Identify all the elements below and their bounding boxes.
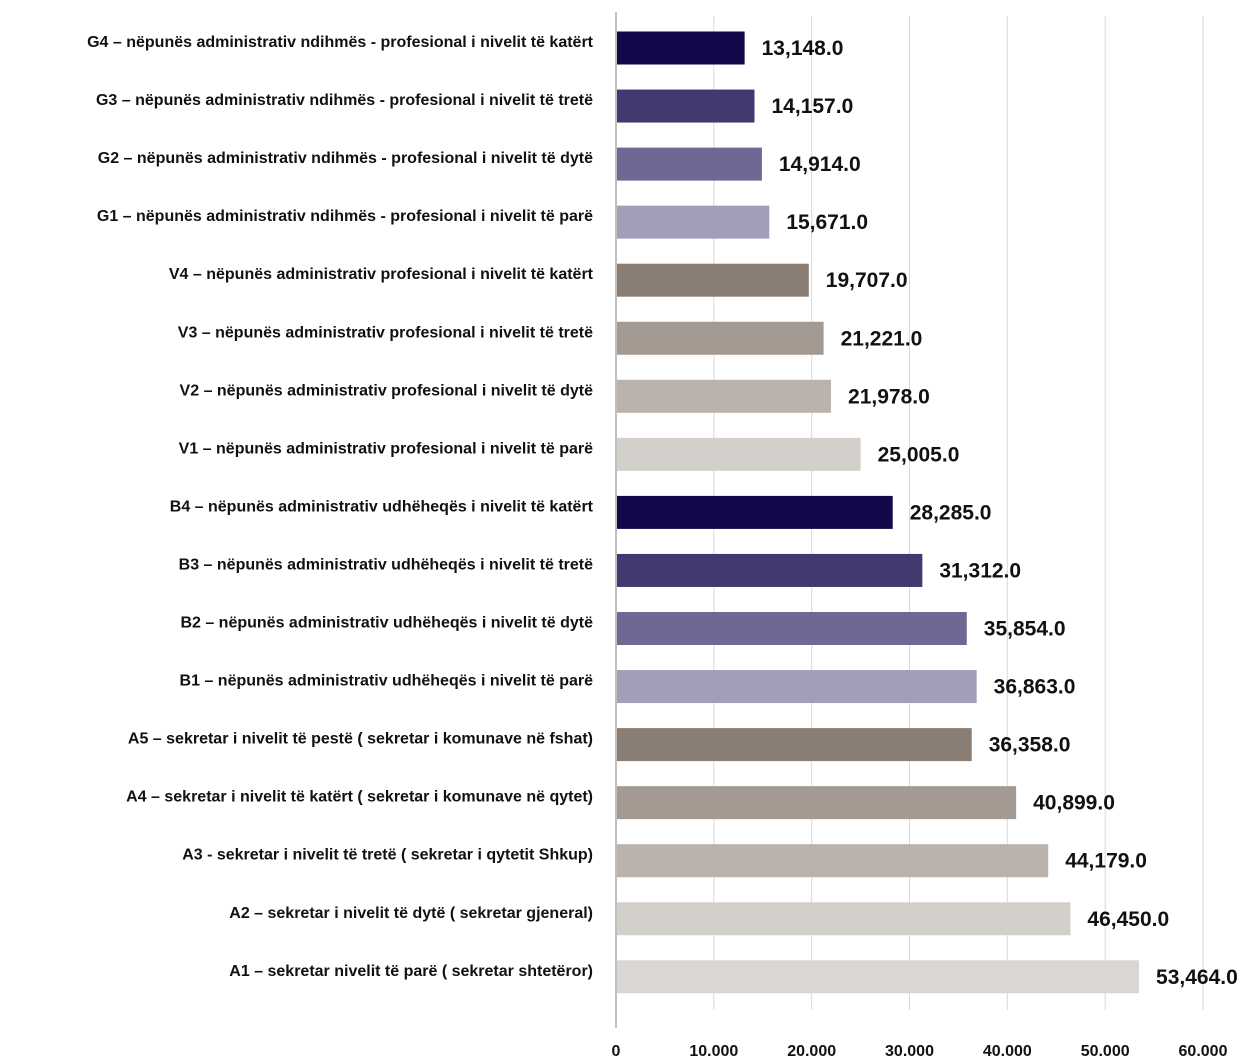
bar <box>616 670 977 704</box>
data-label: 35,854.0 <box>984 618 1066 641</box>
bar <box>616 89 755 123</box>
category-label: B4 – nëpunës administrativ udhëheqës i n… <box>170 498 594 515</box>
category-label: G2 – nëpunës administrativ ndihmës - pro… <box>98 150 593 167</box>
category-label: A1 – sekretar nivelit të parë ( sekretar… <box>229 963 593 980</box>
data-label: 25,005.0 <box>878 443 960 466</box>
data-label: 15,671.0 <box>786 211 868 234</box>
category-label: B1 – nëpunës administrativ udhëheqës i n… <box>180 673 594 690</box>
bar <box>616 553 923 587</box>
bars <box>616 31 1140 994</box>
data-label: 36,863.0 <box>994 676 1076 699</box>
category-label: A3 - sekretar i nivelit të tretë ( sekre… <box>182 847 593 864</box>
x-tick-label: 0 <box>612 1043 621 1057</box>
bar <box>616 728 972 762</box>
x-tick-label: 60.000 <box>1179 1043 1228 1057</box>
x-tick-label: 20.000 <box>787 1043 836 1057</box>
bar <box>616 786 1017 820</box>
bar <box>616 902 1071 936</box>
data-label: 19,707.0 <box>826 269 908 292</box>
category-label: A5 – sekretar i nivelit të pestë ( sekre… <box>128 731 593 748</box>
category-label: V1 – nëpunës administrativ profesional i… <box>179 440 593 457</box>
bar <box>616 263 809 297</box>
data-label: 46,450.0 <box>1087 908 1169 931</box>
bar <box>616 612 967 645</box>
data-label: 21,221.0 <box>841 327 923 350</box>
data-label: 14,157.0 <box>772 95 854 118</box>
category-label: V4 – nëpunës administrativ profesional i… <box>169 266 594 283</box>
data-label: 40,899.0 <box>1033 792 1115 815</box>
category-label: B2 – nëpunës administrativ udhëheqës i n… <box>180 615 593 632</box>
x-tick-label: 40.000 <box>983 1043 1032 1057</box>
x-tick-label: 10.000 <box>689 1043 738 1057</box>
bar <box>616 379 832 413</box>
category-label: B3 – nëpunës administrativ udhëheqës i n… <box>179 556 593 573</box>
x-tick-label: 50.000 <box>1081 1043 1130 1057</box>
category-label: V3 – nëpunës administrativ profesional i… <box>178 324 593 341</box>
category-label: G3 – nëpunës administrativ ndihmës - pro… <box>96 92 593 109</box>
data-label: 36,358.0 <box>989 734 1071 757</box>
data-label: 13,148.0 <box>762 37 844 60</box>
bar <box>616 205 770 239</box>
data-label: 53,464.0 <box>1156 966 1238 989</box>
x-axis-tick-labels: 0 10.000 20.000 30.000 40.000 50.000 60.000 <box>612 1043 1228 1057</box>
data-label: 21,978.0 <box>848 385 930 408</box>
bar <box>616 495 893 529</box>
data-label: 44,179.0 <box>1065 850 1147 873</box>
category-label: G1 – nëpunës administrativ ndihmës - pro… <box>97 208 593 225</box>
data-label: 14,914.0 <box>779 153 861 176</box>
category-labels: G4 – nëpunës administrativ ndihmës - pro… <box>87 34 594 980</box>
bar <box>616 960 1140 994</box>
bar <box>616 844 1049 878</box>
data-label: 28,285.0 <box>910 501 992 524</box>
x-tick-label: 30.000 <box>885 1043 934 1057</box>
category-label: V2 – nëpunës administrativ profesional i… <box>180 382 594 399</box>
category-label: G4 – nëpunës administrativ ndihmës - pro… <box>87 34 594 51</box>
bar <box>616 321 824 355</box>
category-label: A2 – sekretar i nivelit të dytë ( sekret… <box>229 905 593 922</box>
category-label: A4 – sekretar i nivelit të katërt ( sekr… <box>126 789 593 806</box>
bar <box>616 147 762 181</box>
value-labels: 13,148.0 14,157.0 14,914.0 15,671.0 19,707.0… <box>762 37 1238 989</box>
bar <box>616 437 861 471</box>
bar <box>616 31 745 65</box>
data-label: 31,312.0 <box>939 559 1021 582</box>
